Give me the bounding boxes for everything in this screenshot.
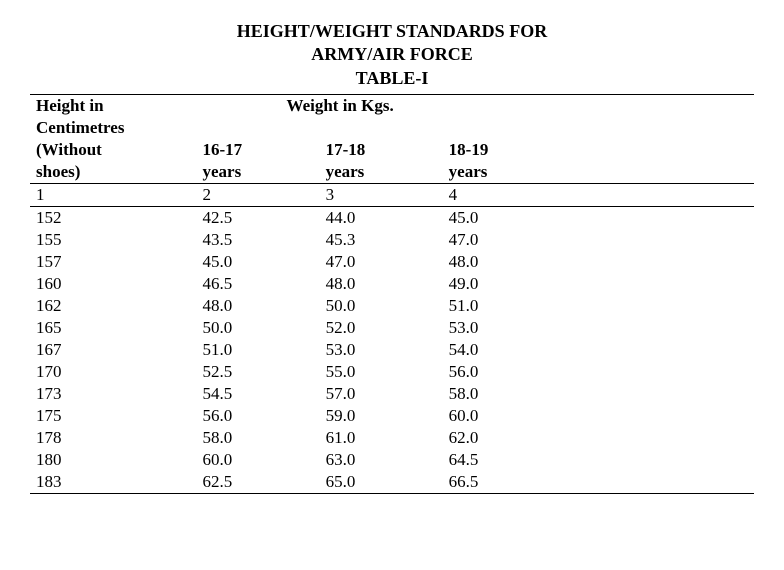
title-block: HEIGHT/WEIGHT STANDARDS FOR ARMY/AIR FOR…: [30, 20, 754, 90]
table-cell: 56.0: [443, 361, 566, 383]
table-cell: 54.5: [197, 383, 320, 405]
table-cell: 48.0: [320, 273, 443, 295]
table-cell: 157: [30, 251, 197, 273]
table-cell: 50.0: [197, 317, 320, 339]
table-cell: 155: [30, 229, 197, 251]
table-cell: 165: [30, 317, 197, 339]
table-cell: 66.5: [443, 471, 566, 494]
table-row: 17858.061.062.0: [30, 427, 754, 449]
table-cell: 44.0: [320, 207, 443, 230]
table-row: 15745.047.048.0: [30, 251, 754, 273]
header-height-l2: Centimetres: [30, 117, 197, 139]
table-cell: 63.0: [320, 449, 443, 471]
table-cell: 43.5: [197, 229, 320, 251]
table-row: 16550.052.053.0: [30, 317, 754, 339]
table-cell: 167: [30, 339, 197, 361]
table-cell: 47.0: [443, 229, 566, 251]
table-cell: 59.0: [320, 405, 443, 427]
header-age2-l2: years: [320, 161, 443, 184]
table-cell: 53.0: [443, 317, 566, 339]
title-line-2: ARMY/AIR FORCE: [30, 43, 754, 66]
table-cell: 64.5: [443, 449, 566, 471]
table-cell: 65.0: [320, 471, 443, 494]
header-age1-l2: years: [197, 161, 320, 184]
table-row: 18060.063.064.5: [30, 449, 754, 471]
table-cell: 49.0: [443, 273, 566, 295]
header-height-l3: (Without: [30, 139, 197, 161]
table-cell: 51.0: [443, 295, 566, 317]
index-cell: 2: [197, 184, 320, 207]
table-cell: 52.5: [197, 361, 320, 383]
table-cell: 45.0: [197, 251, 320, 273]
table-cell: 62.0: [443, 427, 566, 449]
table-cell: 160: [30, 273, 197, 295]
table-cell: 45.3: [320, 229, 443, 251]
header-age3-l1: 18-19: [443, 139, 566, 161]
table-cell: 183: [30, 471, 197, 494]
table-row: 15242.544.045.0: [30, 207, 754, 230]
header-weight: Weight in Kgs.: [197, 95, 754, 118]
table-row: 17354.557.058.0: [30, 383, 754, 405]
standards-table: Height in Weight in Kgs. Centimetres (Wi…: [30, 94, 754, 494]
index-row: 1 2 3 4: [30, 184, 754, 207]
table-cell: 53.0: [320, 339, 443, 361]
table-cell: 173: [30, 383, 197, 405]
table-cell: 56.0: [197, 405, 320, 427]
table-cell: 162: [30, 295, 197, 317]
table-cell: 54.0: [443, 339, 566, 361]
table-row: 16046.548.049.0: [30, 273, 754, 295]
index-cell: 4: [443, 184, 566, 207]
table-cell: 61.0: [320, 427, 443, 449]
table-cell: 55.0: [320, 361, 443, 383]
table-cell: 152: [30, 207, 197, 230]
table-cell: 42.5: [197, 207, 320, 230]
table-row: 18362.565.066.5: [30, 471, 754, 494]
index-cell: 3: [320, 184, 443, 207]
header-height-l4: shoes): [30, 161, 197, 184]
header-height-l1: Height in: [30, 95, 197, 118]
index-cell: 1: [30, 184, 197, 207]
header-age1-l1: 16-17: [197, 139, 320, 161]
table-cell: 180: [30, 449, 197, 471]
table-cell: 48.0: [443, 251, 566, 273]
title-line-3: TABLE-I: [30, 67, 754, 90]
table-cell: 62.5: [197, 471, 320, 494]
header-age2-l1: 17-18: [320, 139, 443, 161]
table-row: 17052.555.056.0: [30, 361, 754, 383]
table-row: 17556.059.060.0: [30, 405, 754, 427]
table-cell: 46.5: [197, 273, 320, 295]
table-cell: 52.0: [320, 317, 443, 339]
table-cell: 178: [30, 427, 197, 449]
table-row: 16751.053.054.0: [30, 339, 754, 361]
table-cell: 58.0: [197, 427, 320, 449]
table-cell: 175: [30, 405, 197, 427]
table-cell: 58.0: [443, 383, 566, 405]
table-cell: 51.0: [197, 339, 320, 361]
table-cell: 45.0: [443, 207, 566, 230]
title-line-1: HEIGHT/WEIGHT STANDARDS FOR: [30, 20, 754, 43]
header-age3-l2: years: [443, 161, 566, 184]
table-cell: 48.0: [197, 295, 320, 317]
table-cell: 57.0: [320, 383, 443, 405]
table-cell: 50.0: [320, 295, 443, 317]
table-cell: 60.0: [443, 405, 566, 427]
table-cell: 47.0: [320, 251, 443, 273]
table-cell: 170: [30, 361, 197, 383]
table-row: 15543.545.347.0: [30, 229, 754, 251]
table-cell: 60.0: [197, 449, 320, 471]
table-row: 16248.050.051.0: [30, 295, 754, 317]
